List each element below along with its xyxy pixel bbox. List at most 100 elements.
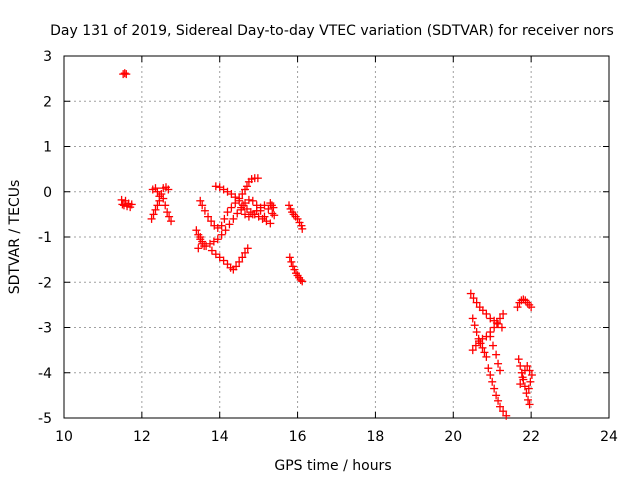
data-point-marker bbox=[238, 190, 247, 199]
data-point-marker bbox=[492, 318, 501, 327]
data-point-marker bbox=[471, 341, 480, 350]
data-point-marker bbox=[149, 210, 158, 219]
data-point-marker bbox=[260, 201, 269, 210]
data-point-marker bbox=[290, 265, 299, 274]
data-point-marker bbox=[198, 237, 207, 246]
x-axis-label: GPS time / hours bbox=[274, 458, 391, 474]
data-point-marker bbox=[264, 204, 273, 213]
y-tick-label: 1 bbox=[43, 140, 52, 156]
data-point-marker bbox=[221, 226, 230, 235]
data-point-marker bbox=[496, 366, 504, 375]
data-point-marker bbox=[285, 253, 294, 262]
data-point-marker bbox=[499, 407, 508, 416]
data-point-marker bbox=[227, 203, 236, 212]
data-point-marker bbox=[270, 211, 279, 220]
y-tick-label: 3 bbox=[43, 49, 52, 65]
data-point-marker bbox=[285, 201, 294, 210]
data-point-marker bbox=[200, 206, 209, 215]
data-point-marker bbox=[488, 341, 497, 350]
data-point-marker bbox=[492, 391, 501, 400]
data-point-marker bbox=[122, 70, 131, 79]
data-point-marker bbox=[522, 389, 531, 398]
data-point-marker bbox=[266, 219, 275, 228]
data-point-marker bbox=[523, 361, 532, 370]
y-tick-label: -4 bbox=[38, 366, 52, 382]
data-point-marker bbox=[194, 244, 203, 253]
data-point-marker bbox=[196, 196, 205, 205]
data-point-marker bbox=[268, 209, 277, 218]
data-point-marker bbox=[478, 343, 487, 352]
data-point-marker bbox=[516, 380, 525, 389]
data-point-marker bbox=[494, 359, 503, 368]
data-point-marker bbox=[147, 214, 156, 223]
data-point-marker bbox=[243, 244, 252, 253]
data-point-marker bbox=[269, 203, 278, 212]
x-tick-label: 10 bbox=[55, 429, 73, 445]
data-point-marker bbox=[164, 185, 173, 194]
data-point-marker bbox=[198, 201, 207, 210]
data-point-marker bbox=[298, 224, 307, 233]
data-point-marker bbox=[223, 208, 232, 217]
data-point-marker bbox=[497, 323, 506, 332]
data-point-marker bbox=[526, 377, 535, 386]
data-point-marker bbox=[488, 377, 497, 386]
data-point-marker bbox=[241, 248, 250, 257]
data-point-marker bbox=[516, 361, 525, 370]
data-point-marker bbox=[120, 69, 129, 78]
x-tick-label: 16 bbox=[289, 429, 307, 445]
data-point-marker bbox=[524, 384, 533, 393]
data-point-marker bbox=[490, 384, 499, 393]
data-point-marker bbox=[155, 196, 164, 205]
data-point-marker bbox=[220, 214, 229, 223]
y-tick-label: -1 bbox=[38, 230, 52, 246]
data-point-marker bbox=[480, 348, 489, 357]
data-point-marker bbox=[231, 193, 240, 202]
data-point-marker bbox=[225, 220, 234, 229]
data-point-marker bbox=[151, 205, 160, 214]
data-point-marker bbox=[167, 217, 176, 226]
data-point-marker bbox=[494, 319, 503, 328]
data-point-marker bbox=[127, 200, 136, 209]
data-point-marker bbox=[165, 212, 174, 221]
data-point-marker bbox=[527, 303, 536, 312]
data-point-marker bbox=[248, 196, 257, 205]
data-point-marker bbox=[513, 303, 522, 312]
data-point-marker bbox=[492, 350, 501, 359]
data-point-marker bbox=[237, 205, 246, 214]
x-tick-label: 18 bbox=[367, 429, 385, 445]
data-point-marker bbox=[484, 364, 493, 373]
data-point-marker bbox=[235, 257, 244, 266]
data-point-marker bbox=[161, 201, 170, 210]
data-point-marker bbox=[486, 332, 495, 341]
data-point-marker bbox=[217, 221, 226, 230]
data-point-marker bbox=[238, 253, 247, 262]
data-point-marker bbox=[524, 395, 533, 404]
x-tick-label: 22 bbox=[522, 429, 540, 445]
data-point-marker bbox=[192, 226, 201, 235]
x-tick-label: 24 bbox=[600, 429, 618, 445]
data-point-marker bbox=[287, 257, 296, 266]
data-point-marker bbox=[466, 289, 475, 298]
data-point-marker bbox=[217, 230, 226, 239]
points-layer bbox=[117, 69, 536, 420]
data-point-marker bbox=[502, 411, 511, 420]
data-point-marker bbox=[527, 371, 536, 380]
data-point-marker bbox=[248, 210, 257, 219]
data-point-marker bbox=[470, 321, 479, 330]
data-point-marker bbox=[525, 400, 534, 409]
y-axis-label: SDTVAR / TECUs bbox=[7, 180, 23, 295]
data-point-marker bbox=[494, 396, 503, 405]
data-point-marker bbox=[253, 174, 262, 183]
data-point-marker bbox=[153, 201, 162, 210]
y-tick-label: -3 bbox=[38, 321, 52, 337]
data-point-marker bbox=[518, 373, 527, 382]
chart-title: Day 131 of 2019, Sidereal Day-to-day VTE… bbox=[50, 23, 614, 39]
data-point-marker bbox=[293, 214, 302, 223]
data-point-marker bbox=[233, 209, 242, 218]
data-point-marker bbox=[472, 298, 481, 307]
data-point-marker bbox=[229, 214, 238, 223]
grid-layer bbox=[64, 56, 609, 418]
